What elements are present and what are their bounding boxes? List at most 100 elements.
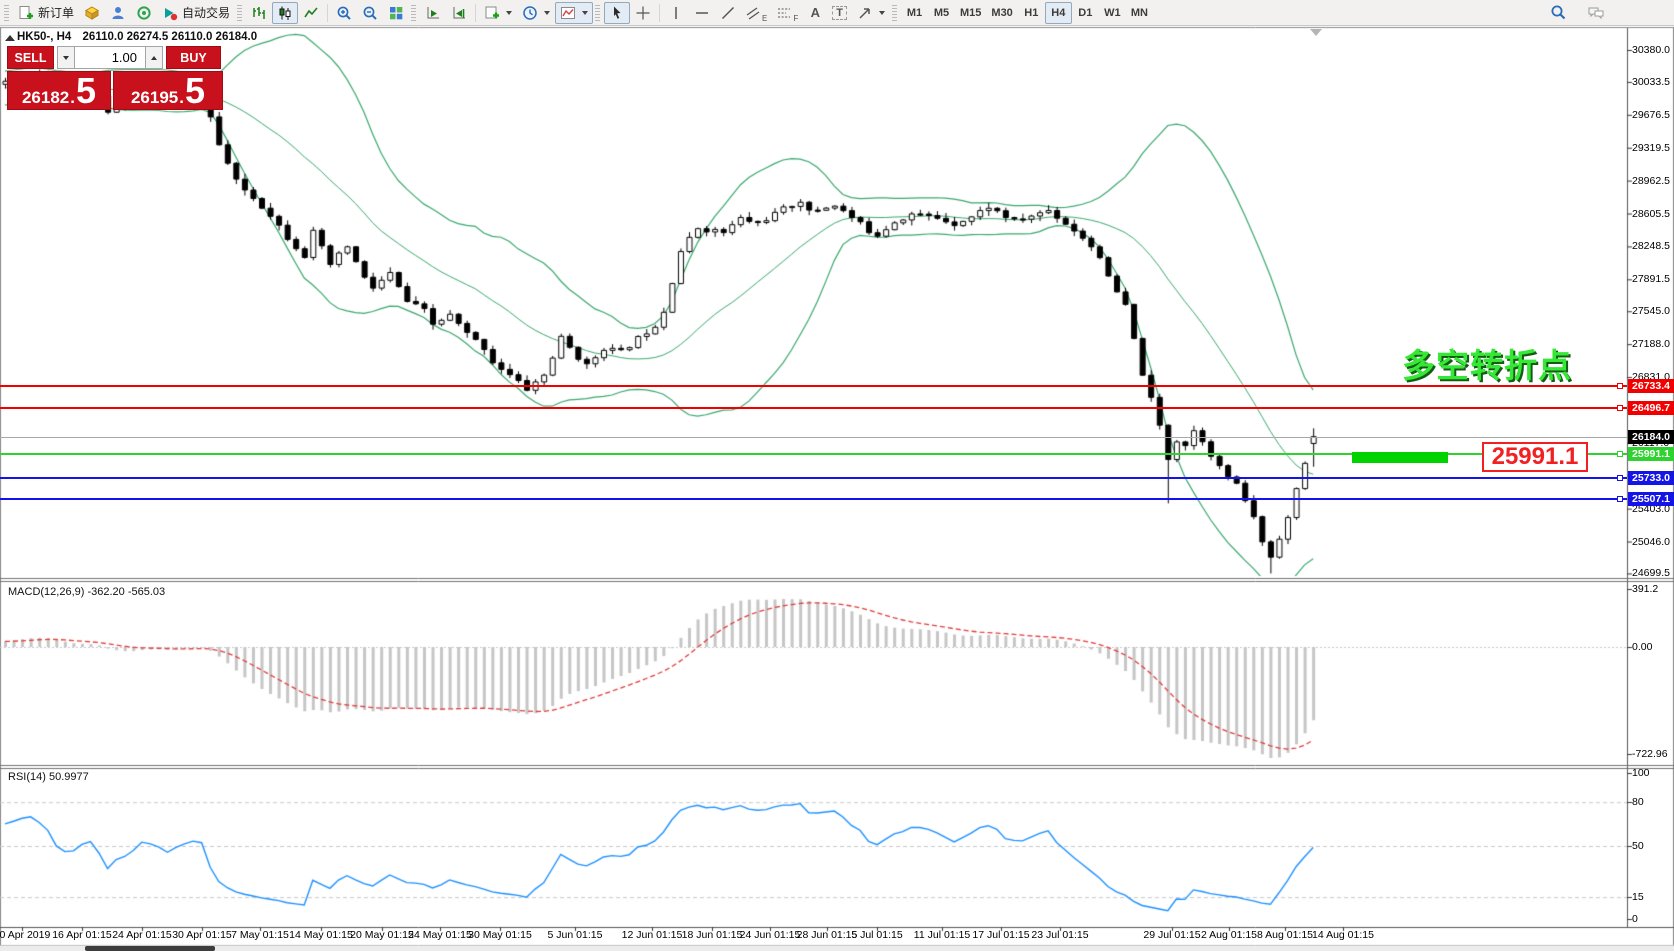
market-depth-button[interactable] xyxy=(79,2,105,24)
data-window-button[interactable] xyxy=(105,2,131,24)
rsi-axis-tick: 100 xyxy=(1632,767,1650,779)
buy-price-sep: . xyxy=(179,88,184,107)
toolbar-separator xyxy=(475,3,477,22)
timeframe-m5-button[interactable]: M5 xyxy=(928,2,955,24)
timeframe-m30-button[interactable]: M30 xyxy=(986,2,1017,24)
buy-price-int: 26195 xyxy=(130,88,179,107)
trendline-button[interactable] xyxy=(715,2,741,24)
turning-point-annotation[interactable]: 多空转折点 xyxy=(1402,347,1572,384)
profiles-button[interactable] xyxy=(517,2,555,24)
arrows-button[interactable] xyxy=(852,2,890,24)
line-chart-button[interactable] xyxy=(298,2,324,24)
volume-increase-button[interactable] xyxy=(145,46,163,69)
text-button[interactable]: A xyxy=(803,2,827,24)
vertical-line-button[interactable] xyxy=(663,2,689,24)
time-axis-tick: 12 Jun 01:15 xyxy=(621,929,683,941)
channel-button[interactable]: E xyxy=(741,2,772,24)
volume-decrease-button[interactable] xyxy=(57,46,75,69)
horizontal-level-line[interactable] xyxy=(0,498,1627,501)
toolbar-separator xyxy=(327,3,329,22)
chart-shift-marker[interactable] xyxy=(1310,29,1322,36)
autotrade-button[interactable]: 自动交易 xyxy=(157,2,235,24)
chart-shift-button[interactable] xyxy=(446,2,472,24)
time-axis-tick: 16 Apr 01:15 xyxy=(52,929,112,941)
timeframe-m1-button[interactable]: M1 xyxy=(901,2,928,24)
new-chart-icon xyxy=(484,5,500,21)
toolbar: 新订单 自动交易 xyxy=(0,0,1674,26)
chevron-down-icon xyxy=(63,55,69,60)
buy-price-panel[interactable]: 26195. 5 xyxy=(113,71,223,110)
price-axis-tick: 28605.5 xyxy=(1632,207,1670,220)
ohlc-values: 26110.0 26274.5 26110.0 26184.0 xyxy=(82,31,258,43)
time-axis-tick: 11 Jul 01:15 xyxy=(913,929,971,941)
time-axis-tick: 30 May 01:15 xyxy=(468,929,532,941)
tile-windows-icon xyxy=(388,5,404,21)
level-line-anchor[interactable] xyxy=(1617,451,1623,458)
chat-button[interactable] xyxy=(1582,2,1610,24)
price-badge: 26496.7 xyxy=(1628,400,1674,415)
timeframe-h4-button[interactable]: H4 xyxy=(1044,1,1072,24)
arrow-tool-icon xyxy=(857,5,873,21)
panel-collapse-arrow[interactable] xyxy=(5,35,15,41)
label-tool-icon: T xyxy=(832,5,847,20)
symbol-timeframe-label: HK50-, H4 xyxy=(17,31,72,43)
time-axis-tick: 7 May 01:15 xyxy=(231,929,289,941)
volume-input[interactable] xyxy=(75,46,145,69)
buy-button[interactable]: BUY xyxy=(166,46,221,69)
horizontal-level-line[interactable] xyxy=(0,453,1627,456)
time-axis-tick: 20 May 01:15 xyxy=(350,929,414,941)
level-line-anchor[interactable] xyxy=(1617,383,1623,390)
bar-chart-button[interactable] xyxy=(246,2,272,24)
dropdown-caret-icon xyxy=(544,10,551,15)
horizontal-line-icon xyxy=(694,5,710,21)
zoom-out-icon xyxy=(362,5,378,21)
price-axis-tick: 28248.5 xyxy=(1632,240,1670,253)
horizontal-level-line[interactable] xyxy=(0,406,1627,409)
timeframe-d1-button[interactable]: D1 xyxy=(1072,2,1099,24)
horizontal-level-line[interactable] xyxy=(0,385,1627,388)
auto-scroll-button[interactable] xyxy=(420,2,446,24)
text-label-button[interactable]: T xyxy=(827,2,852,24)
horizontal-level-line[interactable] xyxy=(0,477,1627,480)
fibonacci-button[interactable]: F xyxy=(772,2,803,24)
zoom-in-icon xyxy=(336,5,352,21)
indicators-button[interactable] xyxy=(555,1,594,24)
auto-scroll-icon xyxy=(425,5,441,21)
zoom-out-button[interactable] xyxy=(357,2,383,24)
chart-title: HK50-, H4 26110.0 26274.5 26110.0 26184.… xyxy=(17,31,257,43)
rsi-axis-tick: 80 xyxy=(1632,796,1644,808)
new-chart-button[interactable] xyxy=(479,2,517,24)
signals-button[interactable] xyxy=(131,2,157,24)
new-order-button[interactable]: 新订单 xyxy=(13,2,79,24)
price-callout-label[interactable]: 25991.1 xyxy=(1482,442,1588,472)
tile-windows-button[interactable] xyxy=(383,2,409,24)
horizontal-line-button[interactable] xyxy=(689,2,715,24)
scrollbar-thumb[interactable] xyxy=(85,946,215,951)
timeframe-h1-button[interactable]: H1 xyxy=(1018,2,1045,24)
time-axis-tick: 18 Jun 01:15 xyxy=(681,929,743,941)
level-line-anchor[interactable] xyxy=(1617,404,1623,411)
cursor-button[interactable] xyxy=(604,1,631,24)
highlight-rectangle[interactable] xyxy=(1352,452,1448,463)
time-axis-tick: 28 Jun 01:15 xyxy=(796,929,858,941)
fibonacci-icon xyxy=(777,5,791,21)
sell-price-panel[interactable]: 26182. 5 xyxy=(7,71,111,110)
level-line-anchor[interactable] xyxy=(1617,496,1623,503)
crosshair-icon xyxy=(635,5,651,21)
channel-icon xyxy=(746,5,760,21)
timeframe-mn-button[interactable]: MN xyxy=(1126,2,1153,24)
candle-chart-button[interactable] xyxy=(272,1,299,24)
price-axis-tick: 28962.5 xyxy=(1632,174,1670,187)
timeframe-w1-button[interactable]: W1 xyxy=(1099,2,1126,24)
search-icon xyxy=(1550,4,1567,21)
timeframe-m15-button[interactable]: M15 xyxy=(955,2,986,24)
sell-button[interactable]: SELL xyxy=(7,46,54,69)
gold-cube-icon xyxy=(84,5,100,21)
crosshair-button[interactable] xyxy=(630,2,656,24)
bar-chart-icon xyxy=(251,5,267,21)
level-line-anchor[interactable] xyxy=(1617,475,1623,482)
horizontal-scrollbar[interactable] xyxy=(0,946,1674,951)
search-button[interactable] xyxy=(1545,2,1572,24)
zoom-in-button[interactable] xyxy=(331,2,357,24)
